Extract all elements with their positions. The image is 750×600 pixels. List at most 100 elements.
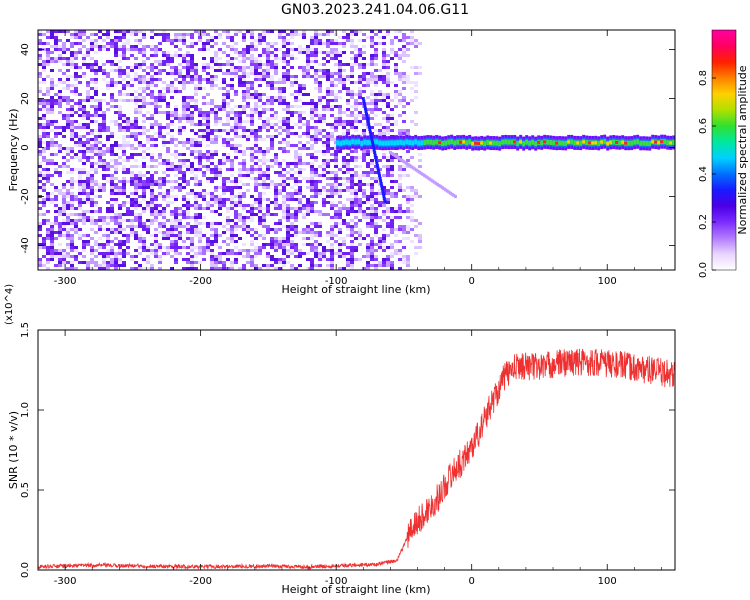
heatmap-cell xyxy=(346,75,350,78)
heatmap-cell xyxy=(54,33,58,36)
heatmap-cell xyxy=(146,255,150,258)
heatmap-cell xyxy=(350,159,354,162)
heatmap-cell xyxy=(362,75,366,78)
heatmap-cell xyxy=(118,90,122,93)
heatmap-cell xyxy=(74,153,78,156)
heatmap-cell xyxy=(382,153,386,156)
heatmap-cell xyxy=(386,75,390,78)
heatmap-cell xyxy=(274,240,278,243)
heatmap-cell xyxy=(382,54,386,57)
heatmap-cell xyxy=(266,63,270,66)
heatmap-cell xyxy=(42,78,46,81)
heatmap-cell xyxy=(390,123,394,126)
heatmap-cell xyxy=(78,189,82,192)
heatmap-cell xyxy=(258,165,262,168)
heatmap-cell xyxy=(206,93,210,96)
heatmap-cell xyxy=(102,222,106,225)
snr-x-axis-label: Height of straight line (km) xyxy=(281,583,430,596)
heatmap-cell xyxy=(298,210,302,213)
heatmap-cell xyxy=(86,156,90,159)
heatmap-cell xyxy=(126,42,130,45)
heatmap-cell xyxy=(354,30,358,33)
heatmap-cell xyxy=(294,171,298,174)
heatmap-cell xyxy=(114,153,118,156)
heatmap-cell xyxy=(262,63,266,66)
heatmap-cell xyxy=(194,93,198,96)
heatmap-cell xyxy=(46,36,50,39)
sloped-trace-primary xyxy=(368,127,372,131)
heatmap-cell xyxy=(202,252,206,255)
heatmap-cell xyxy=(254,162,258,165)
heatmap-cell xyxy=(238,195,242,198)
spectrogram-frame xyxy=(37,29,676,271)
heatmap-cell xyxy=(118,126,122,129)
heatmap-cell xyxy=(230,129,234,132)
heatmap-cell xyxy=(202,63,206,66)
heatmap-cell xyxy=(206,204,210,207)
heatmap-cell xyxy=(198,144,202,147)
heatmap-cell xyxy=(346,36,350,39)
heatmap-cell xyxy=(50,144,54,147)
heatmap-cell xyxy=(346,153,350,156)
heatmap-cell xyxy=(162,144,166,147)
sloped-trace-primary xyxy=(373,151,377,155)
heatmap-cell xyxy=(314,255,318,258)
heatmap-cell xyxy=(142,144,146,147)
heatmap-cell xyxy=(262,180,266,183)
heatmap-cell xyxy=(350,186,354,189)
heatmap-cell xyxy=(162,159,166,162)
heatmap-cell xyxy=(322,213,326,216)
heatmap-cell xyxy=(210,132,214,135)
heatmap-cell xyxy=(370,150,374,153)
heatmap-cell xyxy=(302,123,306,126)
heatmap-cell xyxy=(178,72,182,75)
heatmap-cell xyxy=(270,141,274,144)
heatmap-cell xyxy=(310,267,314,270)
carrier-band-core xyxy=(612,139,616,145)
heatmap-cell xyxy=(82,180,86,183)
heatmap-cell xyxy=(66,39,70,42)
heatmap-cell xyxy=(246,204,250,207)
sloped-trace-primary xyxy=(367,122,371,126)
heatmap-cell xyxy=(142,183,146,186)
heatmap-cell xyxy=(258,174,262,177)
heatmap-cell xyxy=(206,123,210,126)
heatmap-cell xyxy=(222,153,226,156)
heatmap-cell xyxy=(250,129,254,132)
heatmap-cell xyxy=(210,75,214,78)
heatmap-cell xyxy=(138,78,142,81)
heatmap-cell xyxy=(274,237,278,240)
heatmap-cell xyxy=(98,147,102,150)
heatmap-cell xyxy=(154,105,158,108)
heatmap-cell xyxy=(42,105,46,108)
heatmap-cell xyxy=(306,204,310,207)
carrier-band-core xyxy=(348,140,352,146)
heatmap-cell xyxy=(282,30,286,33)
heatmap-cell xyxy=(50,231,54,234)
heatmap-cell xyxy=(70,63,74,66)
heatmap-cell xyxy=(50,36,54,39)
heatmap-cell xyxy=(374,198,378,201)
heatmap-cell xyxy=(162,51,166,54)
heatmap-cell xyxy=(278,102,282,105)
heatmap-cell xyxy=(262,138,266,141)
heatmap-cell xyxy=(130,153,134,156)
heatmap-cell xyxy=(54,153,58,156)
heatmap-cell xyxy=(78,228,82,231)
heatmap-cell xyxy=(58,207,62,210)
heatmap-cell xyxy=(322,114,326,117)
heatmap-cell xyxy=(414,225,418,228)
heatmap-cell xyxy=(202,249,206,252)
heatmap-cell xyxy=(174,90,178,93)
heatmap-cell xyxy=(210,264,214,267)
heatmap-cell xyxy=(370,54,374,57)
heatmap-cell xyxy=(266,264,270,267)
heatmap-cell xyxy=(82,255,86,258)
heatmap-cell xyxy=(70,156,74,159)
heatmap-cell xyxy=(342,36,346,39)
heatmap-cell xyxy=(322,186,326,189)
heatmap-cell xyxy=(46,192,50,195)
heatmap-cell xyxy=(186,63,190,66)
heatmap-cell xyxy=(202,123,206,126)
heatmap-cell xyxy=(74,51,78,54)
